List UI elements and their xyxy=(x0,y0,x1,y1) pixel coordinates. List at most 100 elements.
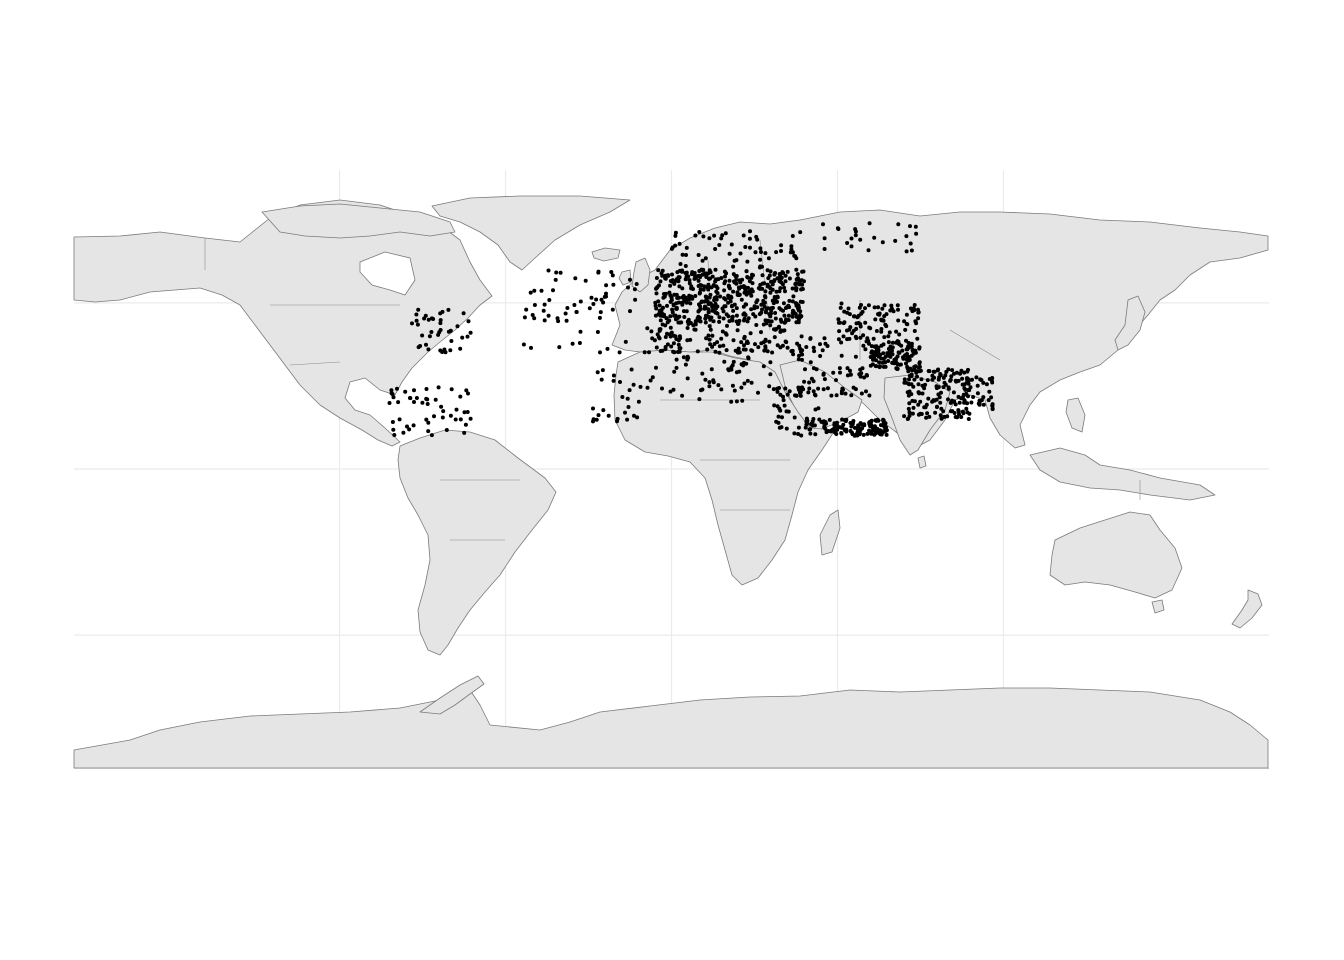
data-point xyxy=(734,306,739,311)
data-point xyxy=(722,269,727,274)
map-bottom-edge xyxy=(74,768,1269,769)
north-america xyxy=(73,199,493,447)
data-point xyxy=(677,349,682,354)
data-point xyxy=(703,294,708,299)
data-point xyxy=(895,367,900,371)
data-point xyxy=(674,357,679,362)
data-point xyxy=(727,286,732,291)
data-point xyxy=(750,289,755,294)
data-point xyxy=(893,238,898,243)
data-point xyxy=(790,286,795,291)
data-point xyxy=(660,322,665,327)
data-point xyxy=(429,316,434,321)
data-point xyxy=(734,274,739,278)
data-point xyxy=(458,346,463,351)
data-point xyxy=(702,306,707,311)
data-point xyxy=(981,380,986,385)
data-point xyxy=(667,332,672,337)
data-point xyxy=(763,251,768,256)
data-point xyxy=(684,309,689,314)
data-point xyxy=(565,306,570,310)
data-point xyxy=(551,288,555,293)
arctic-islands xyxy=(261,203,456,239)
data-point xyxy=(710,333,715,338)
data-point xyxy=(739,385,744,390)
data-point xyxy=(415,322,420,327)
data-point xyxy=(743,245,748,249)
data-point xyxy=(620,395,625,399)
data-point xyxy=(426,429,431,434)
data-point xyxy=(845,241,850,245)
data-point xyxy=(664,316,669,321)
data-point xyxy=(860,309,865,314)
data-point xyxy=(851,419,856,423)
data-point xyxy=(949,374,954,379)
data-point xyxy=(391,395,396,400)
data-point xyxy=(790,314,795,319)
data-point xyxy=(990,406,995,411)
data-point xyxy=(391,427,396,432)
data-point xyxy=(857,431,862,436)
data-point xyxy=(594,417,599,422)
data-point xyxy=(628,309,632,314)
data-point xyxy=(688,321,693,325)
data-point xyxy=(778,286,783,291)
data-point xyxy=(853,229,858,234)
data-point xyxy=(729,295,734,300)
data-point xyxy=(874,329,879,333)
data-point xyxy=(782,320,787,325)
data-point xyxy=(574,310,579,314)
data-point xyxy=(671,302,676,307)
data-point xyxy=(873,350,878,355)
data-point xyxy=(820,348,825,353)
data-point xyxy=(739,297,744,302)
data-point xyxy=(685,354,690,359)
data-point xyxy=(907,377,911,382)
data-point xyxy=(986,398,991,403)
data-point xyxy=(839,301,844,306)
data-point xyxy=(697,397,702,402)
data-point xyxy=(744,269,749,274)
hudson-bay xyxy=(359,251,416,296)
data-point xyxy=(941,409,946,414)
data-point xyxy=(809,422,813,427)
data-point xyxy=(436,332,441,337)
data-point xyxy=(990,376,995,380)
data-point xyxy=(678,336,683,341)
data-point xyxy=(849,424,854,429)
data-point xyxy=(703,256,708,261)
data-point xyxy=(797,353,801,358)
data-point xyxy=(802,379,807,384)
data-point xyxy=(900,348,905,353)
data-point xyxy=(904,312,909,317)
data-point xyxy=(763,318,768,323)
data-point xyxy=(658,349,663,353)
data-point xyxy=(416,345,421,350)
data-point xyxy=(961,392,966,397)
data-point xyxy=(833,428,838,432)
data-point xyxy=(623,339,628,344)
data-point xyxy=(454,407,459,412)
data-point xyxy=(907,355,912,359)
data-point xyxy=(528,290,533,295)
data-point xyxy=(681,309,686,314)
data-point xyxy=(426,347,431,352)
data-point xyxy=(763,310,768,315)
data-point xyxy=(768,314,773,319)
data-point xyxy=(710,274,715,279)
data-point xyxy=(812,423,817,428)
data-point xyxy=(838,305,843,310)
data-point xyxy=(966,367,970,372)
data-point xyxy=(674,306,679,311)
data-point xyxy=(768,269,773,274)
data-point xyxy=(589,295,594,300)
data-point xyxy=(787,305,792,310)
data-point xyxy=(770,350,775,355)
data-point xyxy=(599,297,604,302)
data-point xyxy=(563,311,568,316)
data-point xyxy=(698,307,703,311)
data-point xyxy=(916,402,921,407)
data-point xyxy=(826,429,831,434)
data-point xyxy=(660,268,665,273)
data-point xyxy=(795,341,800,346)
